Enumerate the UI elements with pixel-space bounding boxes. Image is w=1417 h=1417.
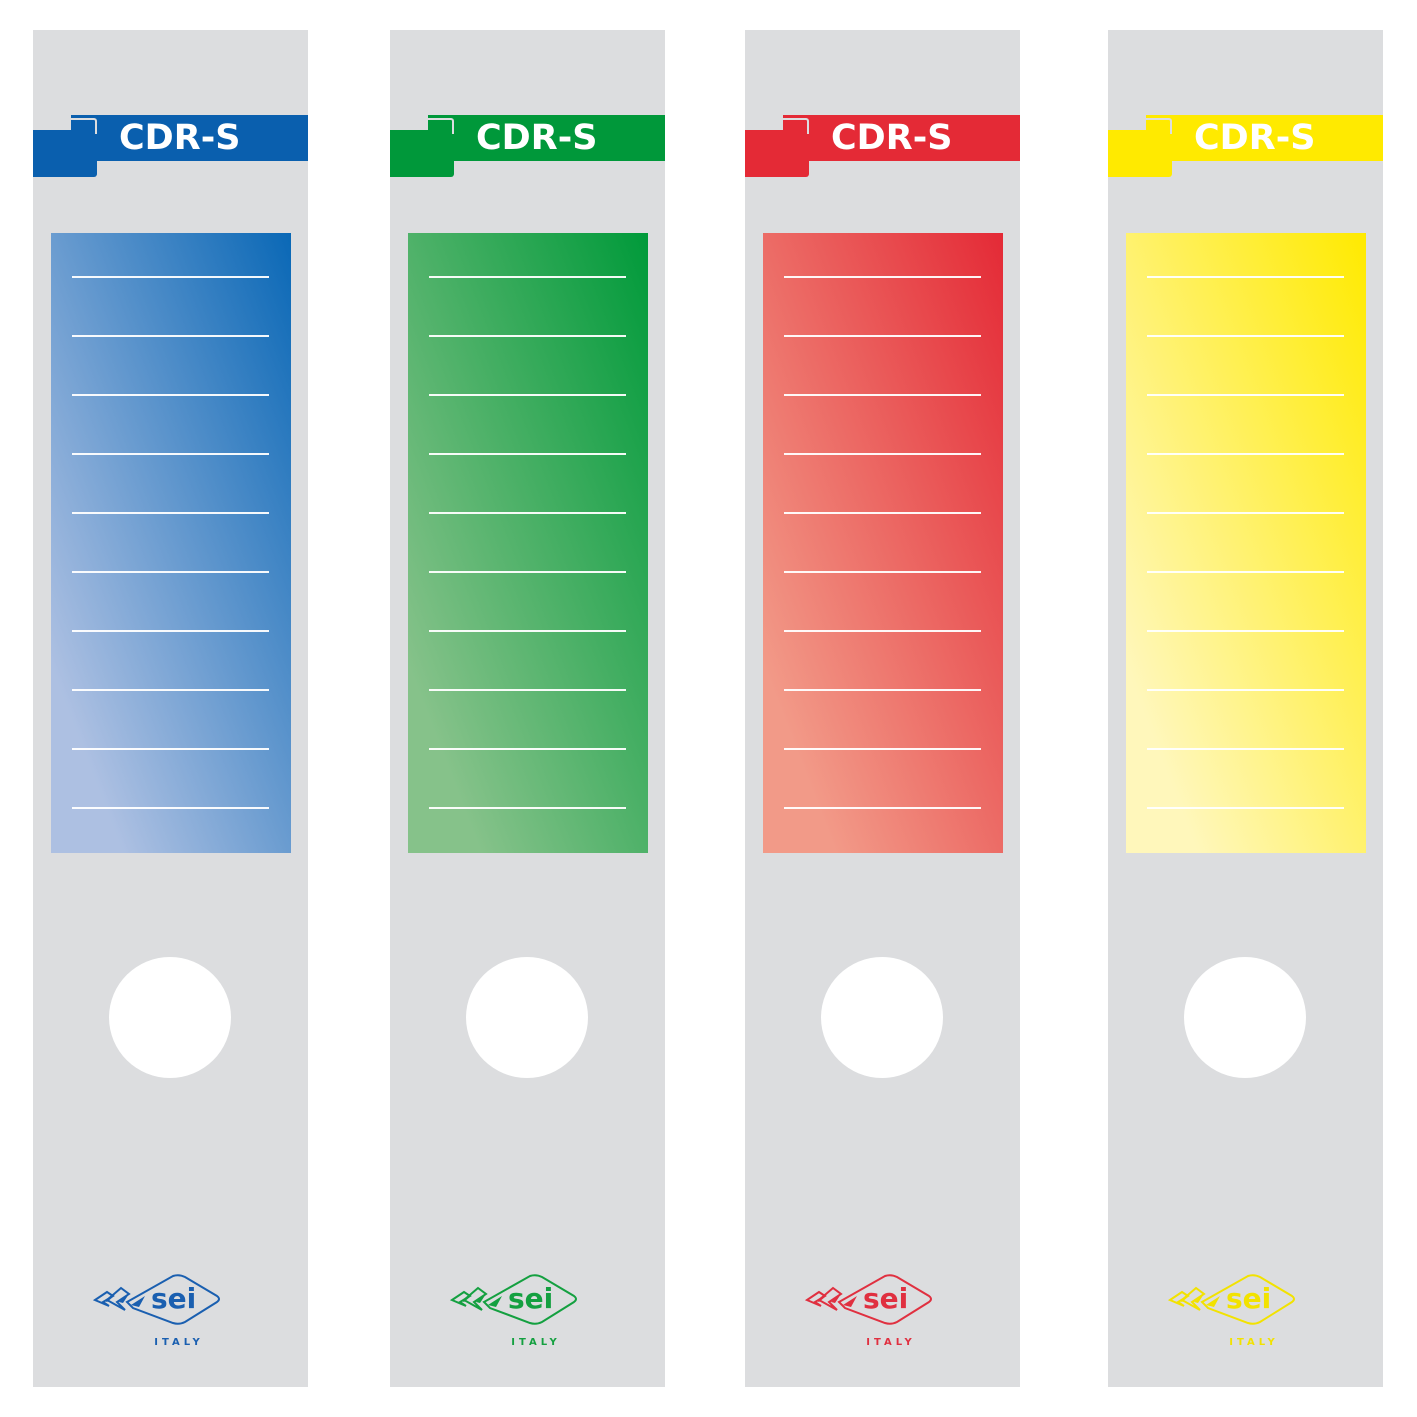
writing-line <box>784 394 981 396</box>
writing-line <box>72 512 269 514</box>
country-text: ITALY <box>1229 1337 1279 1348</box>
brand-text: sei <box>1226 1282 1271 1315</box>
folder-tab-icon <box>71 118 97 134</box>
writing-line <box>1147 335 1344 337</box>
title-banner <box>1146 115 1383 161</box>
folder-tab-icon <box>783 118 809 134</box>
writing-line <box>429 512 626 514</box>
writing-line <box>429 453 626 455</box>
writing-line <box>1147 571 1344 573</box>
binder-spine-label: CDR-S sei ITALY <box>1108 30 1383 1387</box>
writing-line <box>784 335 981 337</box>
writing-line <box>429 276 626 278</box>
writing-line <box>72 748 269 750</box>
spine-title: CDR-S <box>1194 118 1316 158</box>
brand-text: sei <box>863 1282 908 1315</box>
sei-logo-icon: sei <box>805 1274 932 1325</box>
finger-hole <box>466 957 588 1078</box>
writing-line <box>784 807 981 809</box>
finger-hole <box>821 957 943 1078</box>
sei-logo-icon: sei <box>93 1274 220 1325</box>
writing-line <box>784 512 981 514</box>
folder-tab-icon <box>1146 118 1172 134</box>
binder-spine-label: CDR-S sei ITALY <box>33 30 308 1387</box>
sei-logo-icon: sei <box>1168 1274 1295 1325</box>
writing-line <box>784 453 981 455</box>
writing-line <box>72 571 269 573</box>
finger-hole <box>109 957 231 1078</box>
writing-line <box>1147 394 1344 396</box>
writing-line <box>72 276 269 278</box>
writing-line <box>1147 807 1344 809</box>
writing-line <box>1147 453 1344 455</box>
country-text: ITALY <box>866 1337 916 1348</box>
title-banner <box>428 115 665 161</box>
writing-line <box>784 571 981 573</box>
writing-line <box>1147 748 1344 750</box>
spine-title: CDR-S <box>119 118 241 158</box>
writing-line <box>72 453 269 455</box>
writing-line <box>429 689 626 691</box>
writing-line <box>784 748 981 750</box>
writing-panel <box>408 233 648 853</box>
writing-line <box>429 630 626 632</box>
spine-title: CDR-S <box>831 118 953 158</box>
folder-icon <box>33 130 97 177</box>
writing-line <box>784 630 981 632</box>
country-text: ITALY <box>154 1337 204 1348</box>
binder-spine-label: CDR-S sei ITALY <box>390 30 665 1387</box>
sei-logo-icon: sei <box>450 1274 577 1325</box>
folder-icon <box>745 130 809 177</box>
country-text: ITALY <box>511 1337 561 1348</box>
title-banner <box>783 115 1020 161</box>
writing-line <box>1147 630 1344 632</box>
writing-panel <box>1126 233 1366 853</box>
brand-text: sei <box>151 1282 196 1315</box>
title-banner <box>71 115 308 161</box>
writing-line <box>429 748 626 750</box>
writing-line <box>72 394 269 396</box>
writing-panel <box>763 233 1003 853</box>
writing-line <box>72 807 269 809</box>
writing-line <box>72 335 269 337</box>
writing-line <box>1147 276 1344 278</box>
writing-line <box>429 394 626 396</box>
brand-text: sei <box>508 1282 553 1315</box>
writing-line <box>1147 689 1344 691</box>
writing-line <box>72 630 269 632</box>
writing-line <box>1147 512 1344 514</box>
writing-line <box>784 689 981 691</box>
writing-line <box>429 335 626 337</box>
finger-hole <box>1184 957 1306 1078</box>
writing-line <box>429 571 626 573</box>
writing-panel <box>51 233 291 853</box>
writing-line <box>784 276 981 278</box>
folder-tab-icon <box>428 118 454 134</box>
writing-line <box>72 689 269 691</box>
binder-spine-label: CDR-S sei ITALY <box>745 30 1020 1387</box>
spine-title: CDR-S <box>476 118 598 158</box>
folder-icon <box>390 130 454 177</box>
writing-line <box>429 807 626 809</box>
folder-icon <box>1108 130 1172 177</box>
